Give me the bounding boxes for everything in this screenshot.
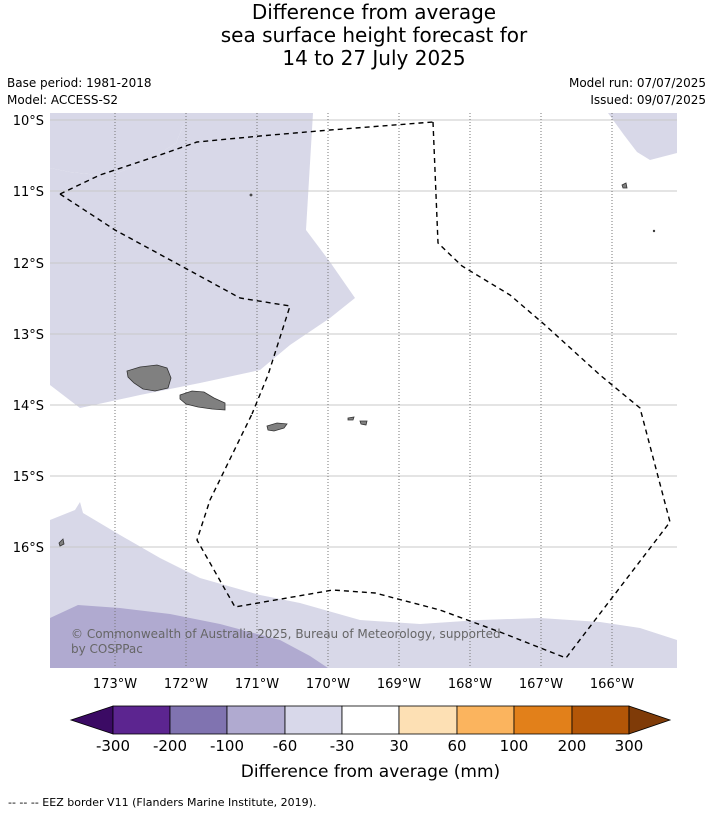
colorbar-tick: 30 <box>389 737 409 755</box>
colorbar-tick: 100 <box>499 737 529 755</box>
swains-island <box>621 182 628 189</box>
model-name: Model: ACCESS-S2 <box>7 93 119 107</box>
anomaly-region-northwest <box>50 113 188 175</box>
rose-island <box>58 538 65 547</box>
colorbar-segment <box>398 705 458 735</box>
anomaly-region-southwest <box>50 605 328 668</box>
colorbar-title: Difference from average (mm) <box>240 762 501 782</box>
eez-borders <box>59 121 671 659</box>
colorbar-high-extension <box>628 705 672 735</box>
colorbar-segment <box>169 705 228 735</box>
issued-date: Issued: 09/07/2025 <box>590 93 706 107</box>
lon-label: 169°W <box>377 677 421 692</box>
colorbar-segment <box>341 705 400 735</box>
lat-label: 16°S <box>13 541 44 556</box>
copyright-line-2: by COSPPac <box>71 642 143 656</box>
colorbar-segment <box>226 705 286 735</box>
title-line-2: sea surface height forecast for <box>220 23 528 47</box>
map-plot-area: © Commonwealth of Australia 2025, Bureau… <box>50 113 677 668</box>
colorbar-low-extension <box>69 705 114 735</box>
lon-label: 171°W <box>235 677 279 692</box>
lon-label: 166°W <box>590 677 634 692</box>
eez-legend-note: -- -- -- EEZ border V11 (Flanders Marine… <box>8 796 317 809</box>
lon-label: 167°W <box>519 677 563 692</box>
colorbar-tick: 200 <box>557 737 587 755</box>
lat-label: 11°S <box>13 185 44 200</box>
colorbar <box>69 705 672 735</box>
copyright-line-1: © Commonwealth of Australia 2025, Bureau… <box>71 627 501 641</box>
colorbar-segment <box>456 705 515 735</box>
islands <box>58 182 656 547</box>
ofu-island <box>347 416 355 421</box>
latitude-gridlines <box>50 119 677 548</box>
base-period: Base period: 1981-2018 <box>7 76 152 90</box>
lon-label: 170°W <box>306 677 350 692</box>
model-run: Model run: 07/07/2025 <box>568 76 706 90</box>
longitude-labels: 173°W 172°W 171°W 170°W 169°W 168°W 167°… <box>93 677 634 692</box>
lat-label: 15°S <box>13 470 44 485</box>
lon-label: 172°W <box>164 677 208 692</box>
tau-island <box>359 420 368 426</box>
title-line-1: Difference from average <box>251 0 497 24</box>
longitude-gridlines <box>114 113 613 668</box>
colorbar-tick: -100 <box>209 737 245 755</box>
lon-label: 168°W <box>448 677 492 692</box>
lat-label: 10°S <box>13 114 44 129</box>
savaii-island <box>126 364 172 392</box>
colorbar-segment <box>571 705 630 735</box>
samoa-eez-border <box>59 121 434 415</box>
lon-label: 173°W <box>93 677 137 692</box>
lat-label: 14°S <box>13 399 44 414</box>
colorbar-segment <box>513 705 573 735</box>
lat-label: 13°S <box>13 328 44 343</box>
american-samoa-eez-border <box>196 121 671 659</box>
upolu-island <box>179 390 226 411</box>
tutuila-island <box>266 422 288 432</box>
colorbar-tick: -300 <box>95 737 131 755</box>
islet-dot <box>652 229 656 233</box>
lat-label: 12°S <box>13 257 44 272</box>
title-line-3: 14 to 27 July 2025 <box>282 46 466 70</box>
colorbar-segment <box>284 705 343 735</box>
colorbar-tick: -200 <box>152 737 188 755</box>
colorbar-tick: -30 <box>329 737 355 755</box>
colorbar-tick: -60 <box>272 737 298 755</box>
colorbar-segment <box>112 705 171 735</box>
colorbar-tick: 60 <box>447 737 467 755</box>
colorbar-tick: 300 <box>614 737 644 755</box>
anomaly-region-northeast <box>608 113 677 160</box>
latitude-labels: 10°S 11°S 12°S 13°S 14°S 15°S 16°S <box>13 114 44 556</box>
islet-dot <box>249 193 253 197</box>
